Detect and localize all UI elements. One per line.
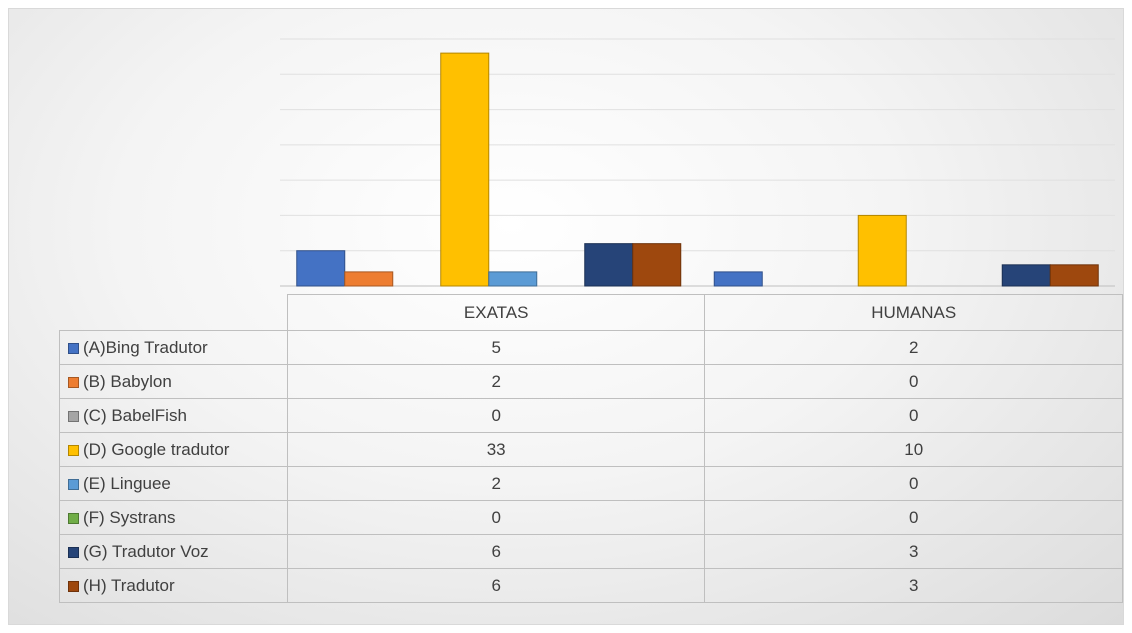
value-cell: 0 <box>704 500 1123 535</box>
series-name: (A)Bing Tradutor <box>83 337 208 357</box>
series-name: (D) Google tradutor <box>83 439 230 459</box>
legend-swatch <box>68 376 79 388</box>
series-name: (E) Linguee <box>83 473 171 493</box>
series-name: (C) BabelFish <box>83 405 187 425</box>
legend-swatch <box>68 342 79 354</box>
value-cell: 0 <box>704 364 1123 399</box>
bar-exatas-7 <box>584 243 634 287</box>
legend-swatch <box>68 478 79 490</box>
series-name: (G) Tradutor Voz <box>83 541 209 561</box>
category-label: EXATAS <box>286 294 706 331</box>
value-cell: 0 <box>704 466 1123 501</box>
legend-swatch <box>68 410 79 422</box>
chart-area: EXATAS HUMANAS (A)Bing Tradutor 5 2 (B) Babyl… <box>8 8 1124 625</box>
legend-entry: (B) Babylon <box>59 364 288 399</box>
value-cell: 0 <box>286 398 706 433</box>
bar-exatas-1 <box>296 250 346 287</box>
table-row: (F) Systrans 0 0 <box>59 500 1123 535</box>
value-cell: 2 <box>286 466 706 501</box>
table-row: (B) Babylon 2 0 <box>59 364 1123 399</box>
table-corner <box>59 294 288 331</box>
value-cell: 3 <box>704 568 1123 603</box>
value-cell: 3 <box>704 534 1123 569</box>
legend-swatch <box>68 512 79 524</box>
bar-humanas-4 <box>857 214 907 287</box>
table-header-row: EXATAS HUMANAS <box>59 294 1123 331</box>
table-row: (H) Tradutor 6 3 <box>59 568 1123 603</box>
table-row: (D) Google tradutor 33 10 <box>59 432 1123 467</box>
legend-swatch <box>68 444 79 456</box>
table-row: (A)Bing Tradutor 5 2 <box>59 330 1123 365</box>
legend-entry: (H) Tradutor <box>59 568 288 603</box>
legend-entry: (E) Linguee <box>59 466 288 501</box>
value-cell: 5 <box>286 330 706 365</box>
legend-entry: (A)Bing Tradutor <box>59 330 288 365</box>
value-cell: 2 <box>286 364 706 399</box>
series-name: (B) Babylon <box>83 371 172 391</box>
value-cell: 0 <box>704 398 1123 433</box>
series-name: (F) Systrans <box>83 507 176 527</box>
bar-exatas-5 <box>488 271 538 287</box>
legend-entry: (C) BabelFish <box>59 398 288 433</box>
value-cell: 6 <box>286 534 706 569</box>
table-row: (C) BabelFish 0 0 <box>59 398 1123 433</box>
value-cell: 33 <box>286 432 706 467</box>
table-row: (E) Linguee 2 0 <box>59 466 1123 501</box>
table-row: (G) Tradutor Voz 6 3 <box>59 534 1123 569</box>
data-table: EXATAS HUMANAS (A)Bing Tradutor 5 2 (B) Babyl… <box>59 294 1123 603</box>
value-cell: 10 <box>704 432 1123 467</box>
legend-entry: (D) Google tradutor <box>59 432 288 467</box>
plot-area <box>280 38 1115 287</box>
bar-exatas-8 <box>632 243 682 287</box>
legend-swatch <box>68 580 79 592</box>
value-cell: 6 <box>286 568 706 603</box>
bar-humanas-8 <box>1049 264 1099 287</box>
category-label: HUMANAS <box>704 294 1123 331</box>
legend-swatch <box>68 546 79 558</box>
series-name: (H) Tradutor <box>83 575 175 595</box>
bar-humanas-1 <box>713 271 763 287</box>
bar-exatas-2 <box>344 271 394 287</box>
legend-entry: (F) Systrans <box>59 500 288 535</box>
value-cell: 0 <box>286 500 706 535</box>
legend-entry: (G) Tradutor Voz <box>59 534 288 569</box>
bar-humanas-7 <box>1001 264 1051 287</box>
value-cell: 2 <box>704 330 1123 365</box>
bar-exatas-4 <box>440 52 490 287</box>
